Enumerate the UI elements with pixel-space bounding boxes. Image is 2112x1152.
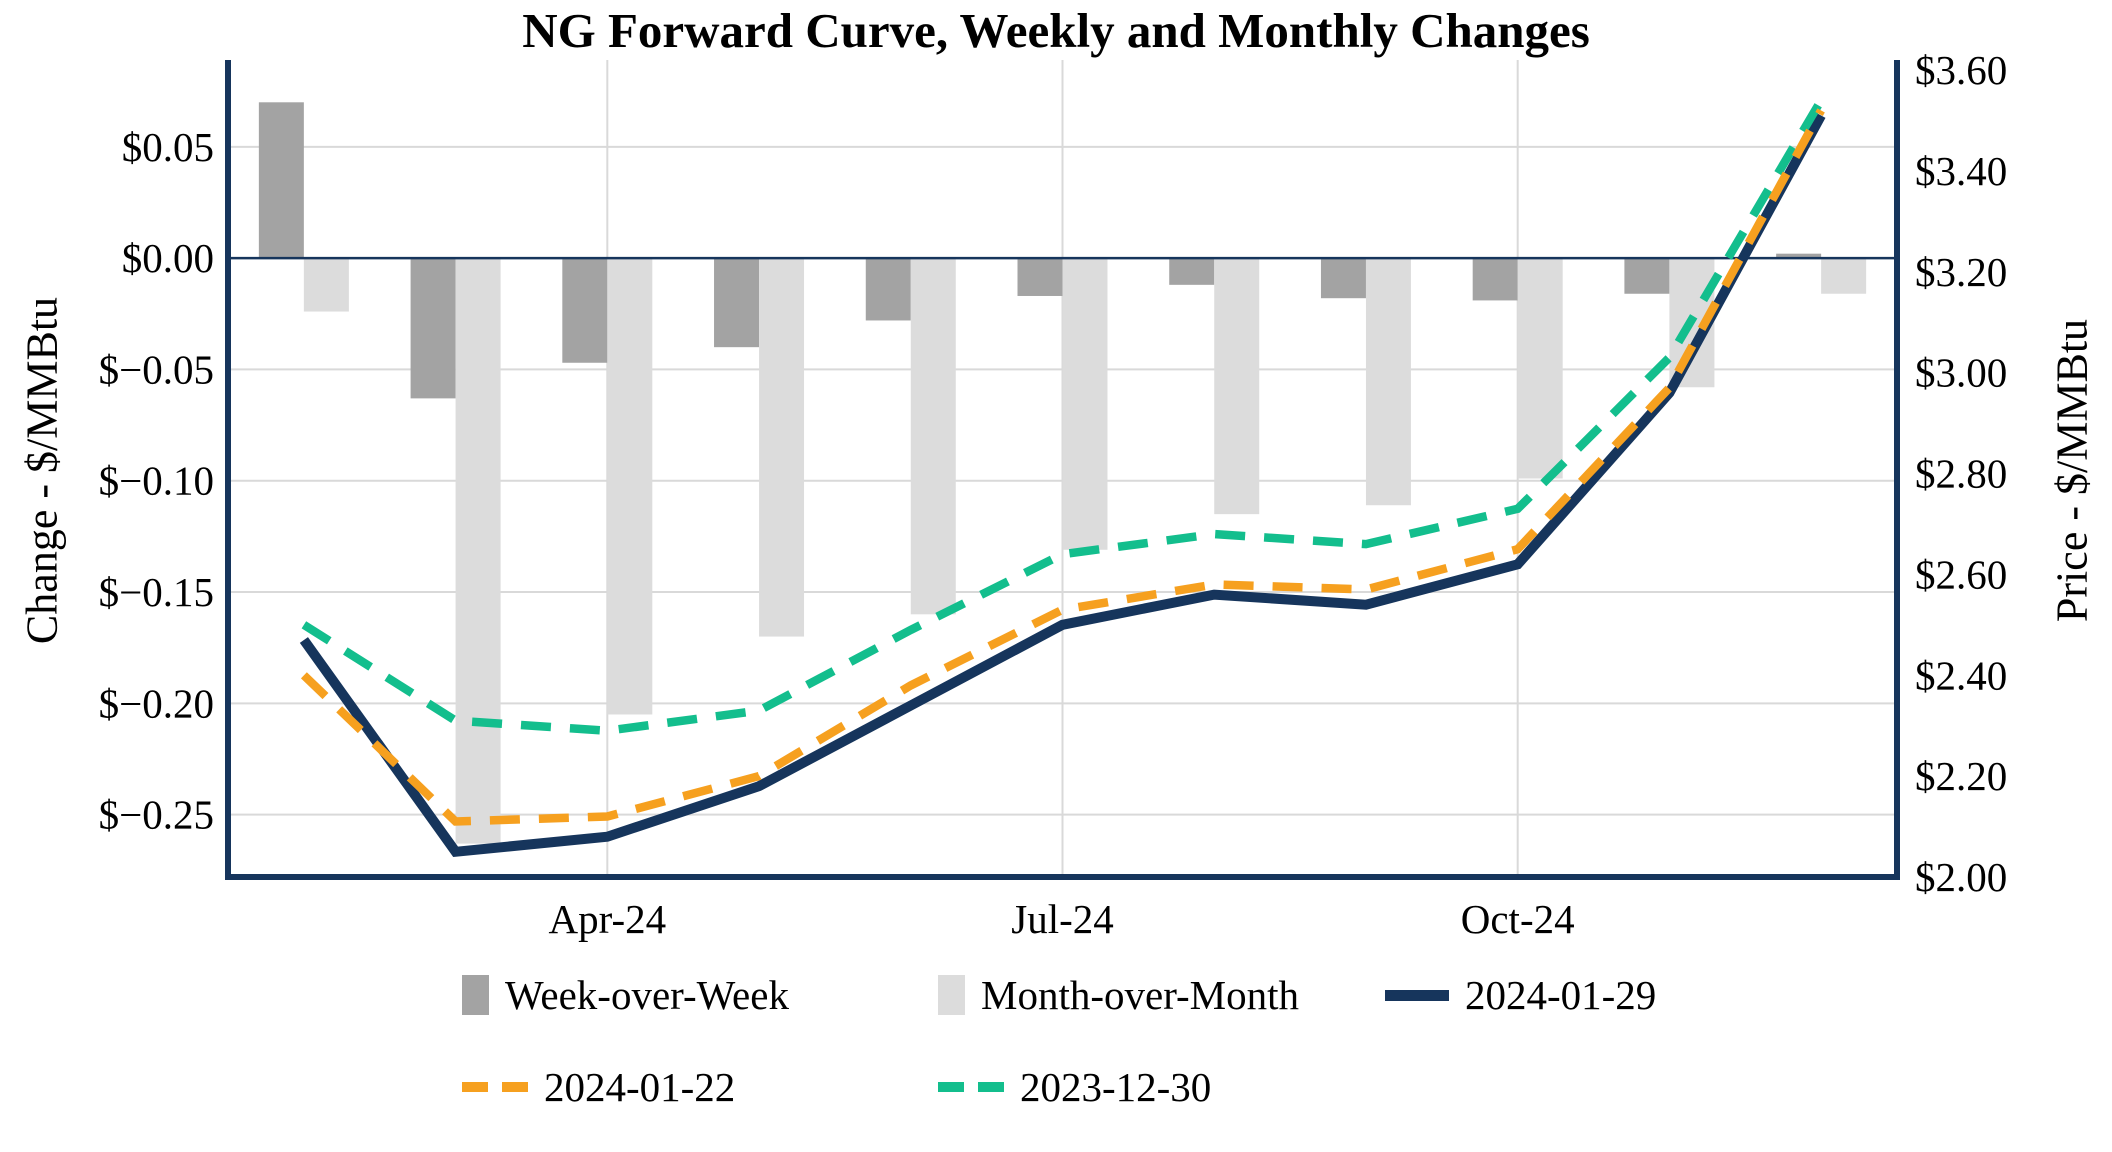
bar-swatch-icon xyxy=(462,975,489,1015)
right-tick-label: $2.20 xyxy=(1915,753,2007,799)
legend-item-2024-01-29: 2024-01-29 xyxy=(1385,971,1656,1019)
bar-month-over-month xyxy=(759,258,805,637)
legend-item-2024-01-22: 2024-01-22 xyxy=(462,1063,938,1111)
bar-week-over-week xyxy=(1624,258,1670,294)
bar-week-over-week xyxy=(1320,258,1366,299)
bar-week-over-week xyxy=(1169,258,1215,285)
legend-label: 2023-12-30 xyxy=(1020,1064,1212,1110)
bar-month-over-month xyxy=(1214,258,1260,515)
x-tick-label: Apr-24 xyxy=(549,896,667,942)
legend: Week-over-Week Month-over-Month 2024-01-… xyxy=(462,952,1656,1130)
right-tick-label: $3.00 xyxy=(1915,350,2007,396)
bar-week-over-week xyxy=(258,102,304,259)
dashed-line-swatch-icon xyxy=(462,1082,528,1092)
bar-swatch-icon xyxy=(938,975,965,1015)
bar-month-over-month xyxy=(1365,258,1411,506)
bar-week-over-week xyxy=(1776,253,1822,259)
bar-week-over-week xyxy=(562,258,608,363)
left-tick-label: $0.05 xyxy=(122,124,214,170)
bar-month-over-month xyxy=(1517,258,1563,479)
left-tick-label: $−0.25 xyxy=(99,792,214,838)
legend-item-week-over-week: Week-over-Week xyxy=(462,971,938,1019)
legend-label: 2024-01-22 xyxy=(544,1064,736,1110)
bar-week-over-week xyxy=(714,258,760,348)
legend-label: Week-over-Week xyxy=(505,972,789,1018)
legend-item-2023-12-30: 2023-12-30 xyxy=(938,1063,1385,1111)
line-2024-01-29 xyxy=(299,113,1826,858)
bar-month-over-month xyxy=(455,258,501,844)
chart-title: NG Forward Curve, Weekly and Monthly Cha… xyxy=(522,3,1590,58)
bar-week-over-week xyxy=(1017,258,1063,296)
right-tick-label: $3.40 xyxy=(1915,148,2007,194)
bar-month-over-month xyxy=(910,258,956,615)
legend-label: Month-over-Month xyxy=(981,972,1300,1018)
bar-week-over-week xyxy=(865,258,911,321)
legend-item-month-over-month: Month-over-Month xyxy=(938,971,1385,1019)
right-tick-label: $2.40 xyxy=(1915,652,2007,698)
right-tick-label: $3.60 xyxy=(1915,47,2007,93)
left-tick-label: $−0.05 xyxy=(99,346,214,392)
x-tick-label: Jul-24 xyxy=(1011,896,1114,942)
bar-month-over-month xyxy=(1062,258,1108,550)
bar-week-over-week xyxy=(1472,258,1518,301)
right-tick-label: $2.80 xyxy=(1915,451,2007,497)
bar-week-over-week xyxy=(410,258,456,399)
x-tick-label: Oct-24 xyxy=(1461,896,1575,942)
right-tick-label: $3.20 xyxy=(1915,249,2007,295)
bar-month-over-month xyxy=(607,258,653,715)
legend-label: 2024-01-29 xyxy=(1465,972,1657,1018)
bar-month-over-month xyxy=(303,258,349,312)
bar-month-over-month xyxy=(1821,258,1867,294)
left-tick-label: $−0.15 xyxy=(99,569,214,615)
left-tick-label: $−0.20 xyxy=(99,680,214,726)
solid-line-swatch-icon xyxy=(1385,989,1449,1001)
right-tick-label: $2.00 xyxy=(1915,854,2007,900)
left-tick-label: $−0.10 xyxy=(99,458,214,504)
dashed-line-swatch-icon xyxy=(938,1082,1004,1092)
left-tick-label: $0.00 xyxy=(122,235,214,281)
right-tick-label: $2.60 xyxy=(1915,551,2007,597)
line-2024-01-22 xyxy=(300,108,1825,826)
